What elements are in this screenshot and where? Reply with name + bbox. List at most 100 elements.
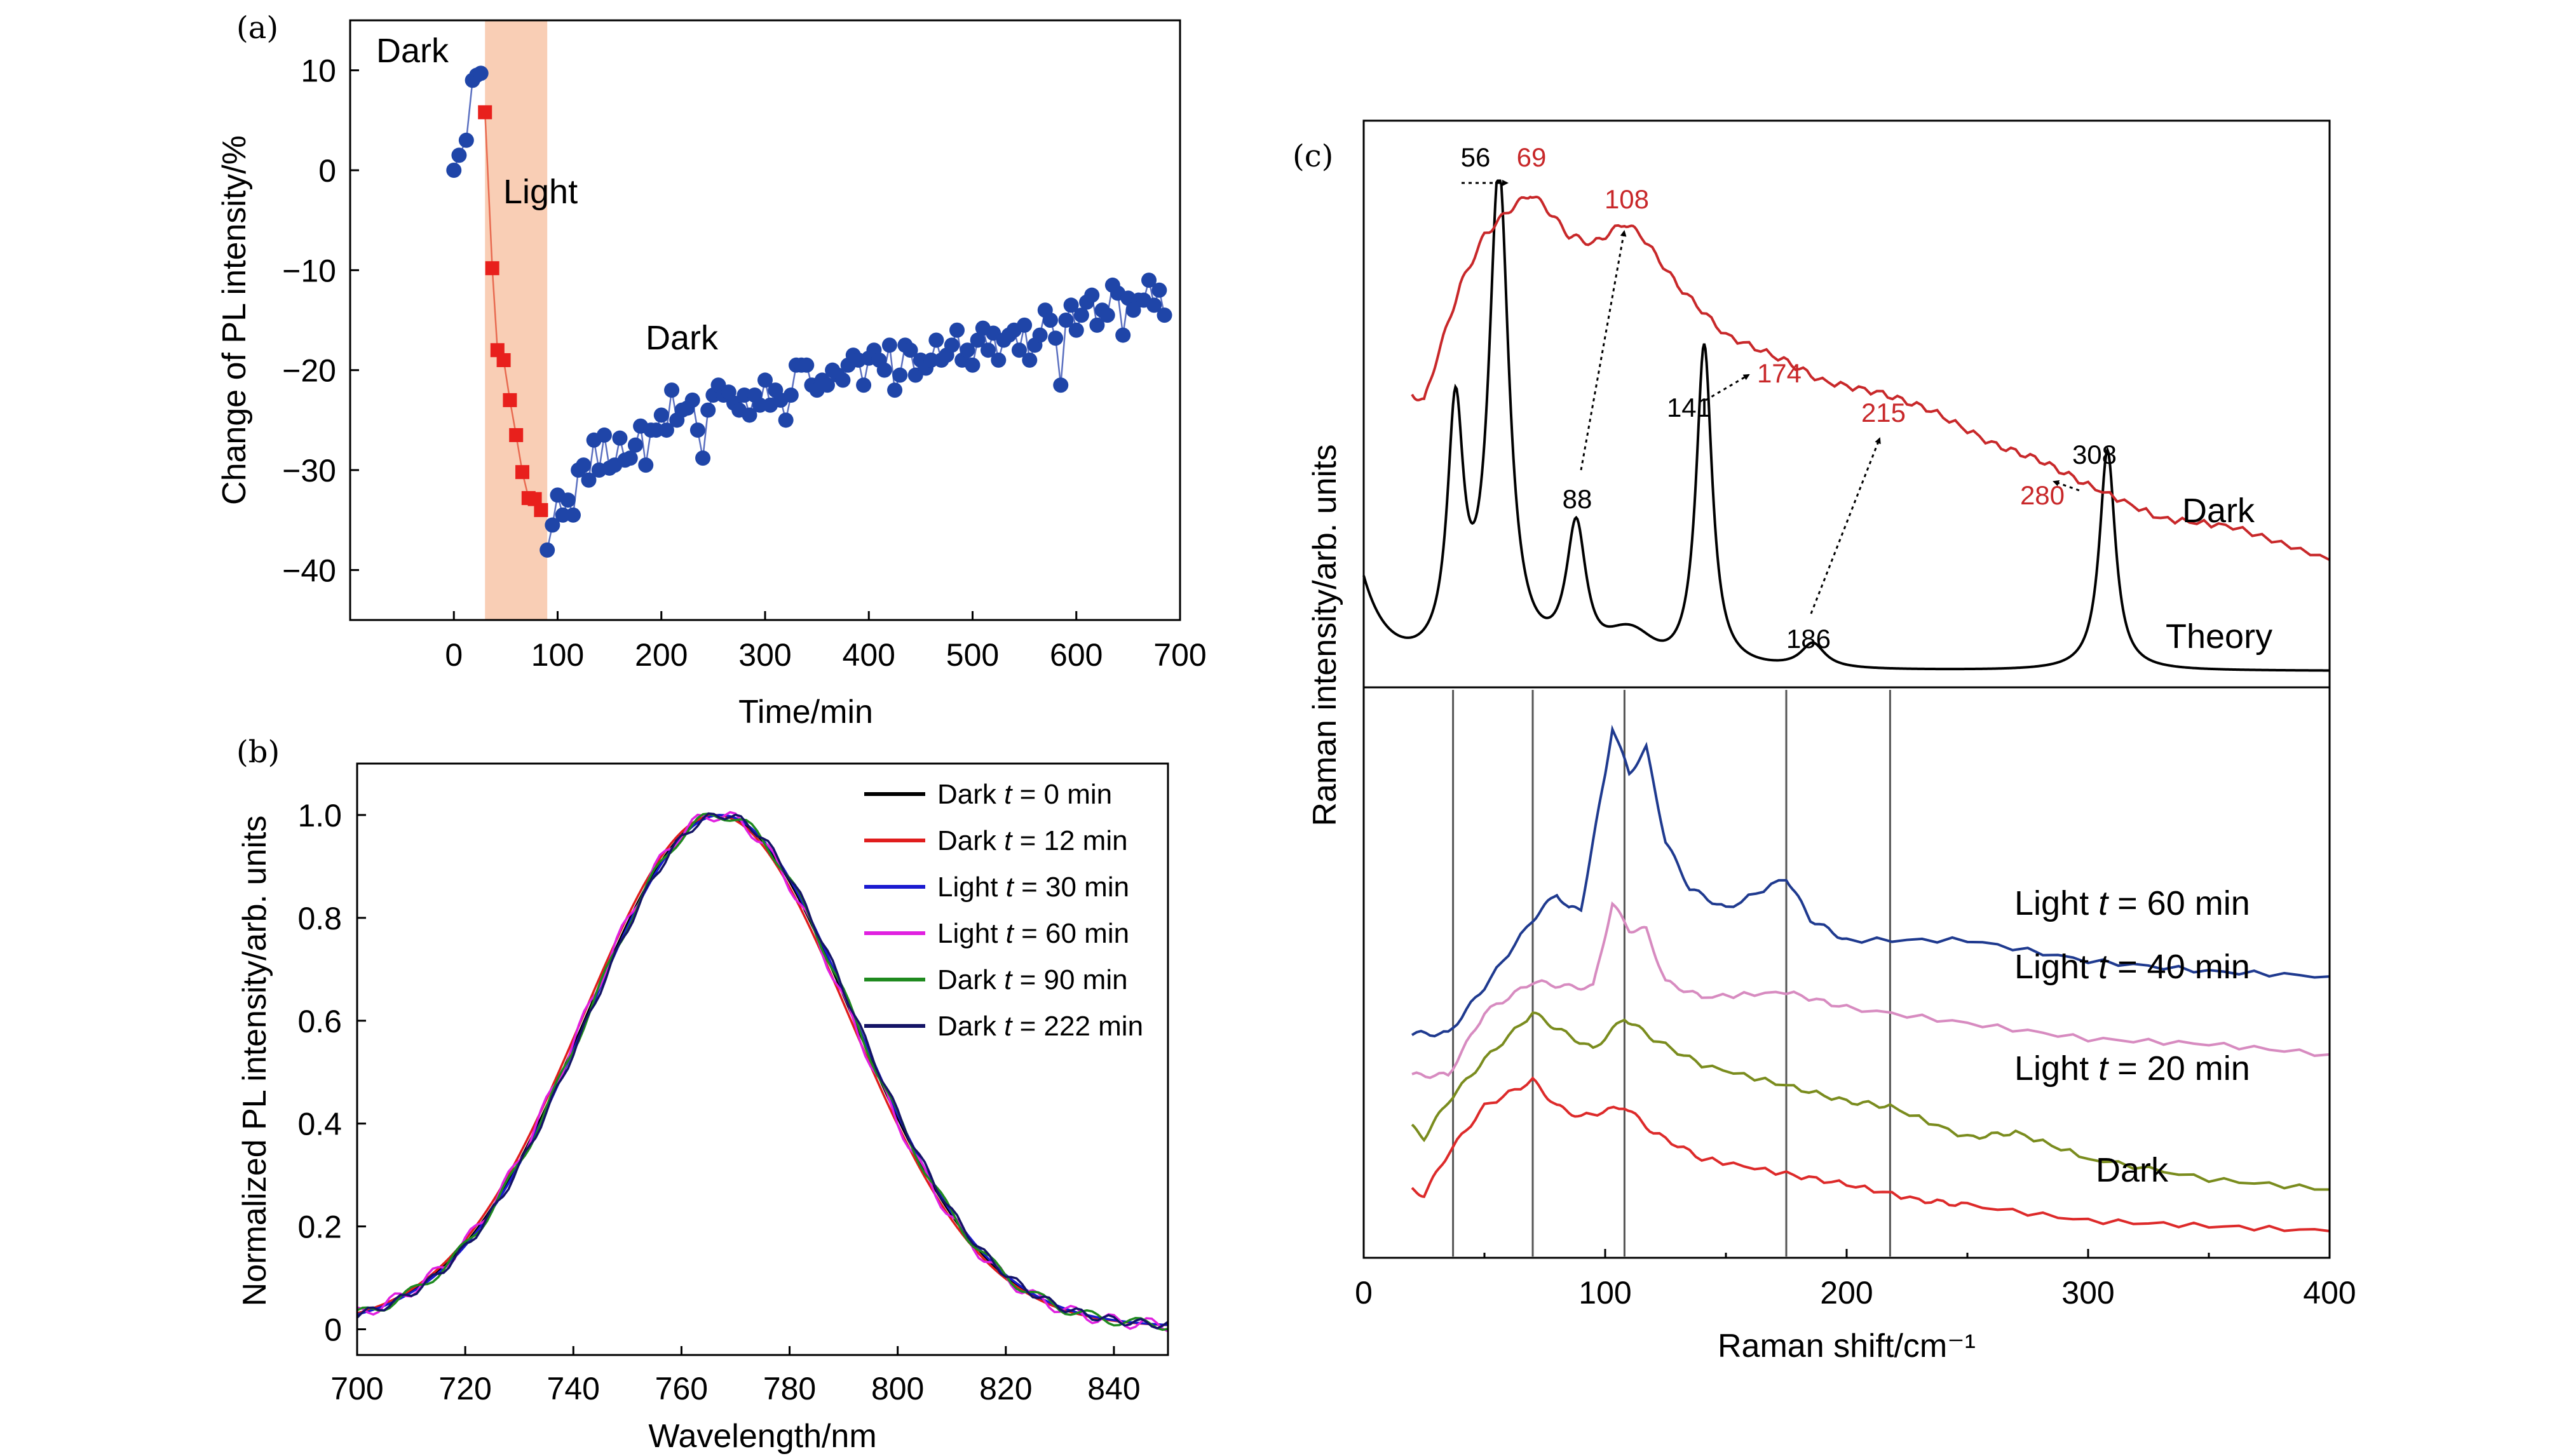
reference-lines [1452,690,1891,1257]
legend-b: Dark t = 0 min Dark t = 12 min Light t = 3… [864,779,1143,1042]
shift-arrow [1705,374,1750,401]
x-tick-label-b: 820 [979,1371,1032,1406]
dark-point [944,337,960,353]
light-point [503,393,517,407]
series-line-c [1411,1011,2330,1191]
dark-point [1063,297,1079,313]
dark-point [1048,330,1064,346]
dark-point [949,322,965,338]
y-tick-label-b: 0.6 [297,1004,342,1039]
legend-label: Dark t = 222 min [937,1011,1143,1042]
dark-point [1053,377,1069,393]
dark-point [627,437,643,453]
dark-point [799,357,815,373]
dark-point [612,430,628,446]
ticks-c: 0 100 200 300 400 [1355,1249,2356,1311]
dark-point [980,342,996,358]
x-tick-label-c: 300 [2061,1275,2114,1311]
series-label-c: Light t = 60 min [2014,884,2250,922]
series-label-c: Light t = 20 min [2014,1049,2250,1088]
x-tick-label-a: 600 [1050,637,1103,673]
light-point [478,105,492,119]
dark-point [1146,297,1162,313]
dark-point [581,472,597,488]
theory-peak-label: 88 [1563,484,1592,514]
dark-point [1017,317,1033,333]
x-tick-label-a: 300 [738,637,791,673]
x-tick-label-a: 700 [1153,637,1206,673]
dark-point [560,492,576,508]
x-axis-label-b: Wavelength/nm [648,1418,876,1455]
dark-point [1099,307,1115,323]
x-tick-label-a: 500 [946,637,999,673]
theory-line [1362,179,2330,672]
x-tick-label-b: 720 [438,1371,491,1406]
dark-point [1068,322,1084,338]
x-tick-label-b: 700 [330,1371,383,1406]
y-tick-label-b: 0.4 [297,1107,342,1142]
dark-point [991,352,1007,368]
dark-point [1022,352,1038,368]
x-tick-label-a: 0 [445,637,463,673]
x-tick-label-c: 100 [1578,1275,1631,1311]
x-tick-label-b: 740 [547,1371,600,1406]
y-tick-label-b: 0.8 [297,901,342,936]
x-tick-label-b: 760 [655,1371,708,1406]
annotation-dark-1: Dark [376,32,449,70]
theory-peak-label: 308 [2072,440,2117,469]
dark-point [892,367,908,383]
y-tick-label-b: 0 [324,1312,342,1348]
dark-point [653,407,669,423]
dark-point [545,517,560,533]
peak-labels: 56 88 141 186 308 69 108 174 215 280 [1461,142,2117,654]
dark-peak-label: 215 [1861,398,1906,428]
spectra-lines [356,811,1169,1333]
series-label-c: Dark [2096,1151,2169,1189]
panel-a-label: (a) [236,10,278,46]
dark-point [778,412,794,428]
dark-peak-label: 280 [2020,480,2065,510]
dark-peak-label: 69 [1517,142,1547,172]
dark-point [565,507,581,523]
dark-point [742,407,757,423]
dark-point [783,388,799,403]
theory-peak-label: 141 [1667,393,1711,422]
dark-point [1042,313,1058,328]
dark-point [700,402,716,418]
y-tick-label-a: −20 [282,353,336,389]
dark-point [1058,313,1074,328]
ticks-b: 700 720 740 760 780 800 820 840 0 0.2 0.4 0.6 0.8 1.0 [297,798,1140,1406]
series-line-c [1411,1076,2330,1232]
shift-arrows [1462,180,2080,614]
panel-b: (b) 700 720 740 760 780 800 820 840 0 0.2 0.4 0.6 0.… [236,734,1169,1455]
plot-frame-b [356,762,1169,1356]
shift-arrow [1810,437,1881,614]
y-axis-label-a: Change of PL intensity/% [216,135,253,505]
light-point [527,492,542,506]
dark-point [1089,317,1105,333]
y-tick-label-a: −40 [282,553,336,588]
label-theory: Theory [2166,617,2272,656]
x-axis-label-a: Time/min [738,694,873,731]
series-marks [446,65,1172,558]
legend-label: Light t = 60 min [937,918,1129,949]
dark-point [960,342,975,358]
legend-label: Dark t = 12 min [937,825,1128,856]
theory-peak-label: 186 [1786,624,1831,654]
spectrum-line [356,812,1169,1331]
annotation-dark-2: Dark [646,319,719,357]
dark-point [1032,327,1048,343]
dark-point [902,342,918,358]
dark-point [881,337,897,353]
y-tick-label-b: 1.0 [297,798,342,833]
dark-point [473,65,489,81]
x-tick-label-a: 200 [635,637,688,673]
dark-point [622,450,638,466]
legend-label: Light t = 30 min [937,872,1129,903]
dark-point [887,382,903,398]
dark-point [1073,307,1089,323]
dark-point [1011,342,1027,358]
dark-point [695,450,711,466]
dark-point [576,457,592,473]
legend-label: Dark t = 0 min [937,779,1112,810]
